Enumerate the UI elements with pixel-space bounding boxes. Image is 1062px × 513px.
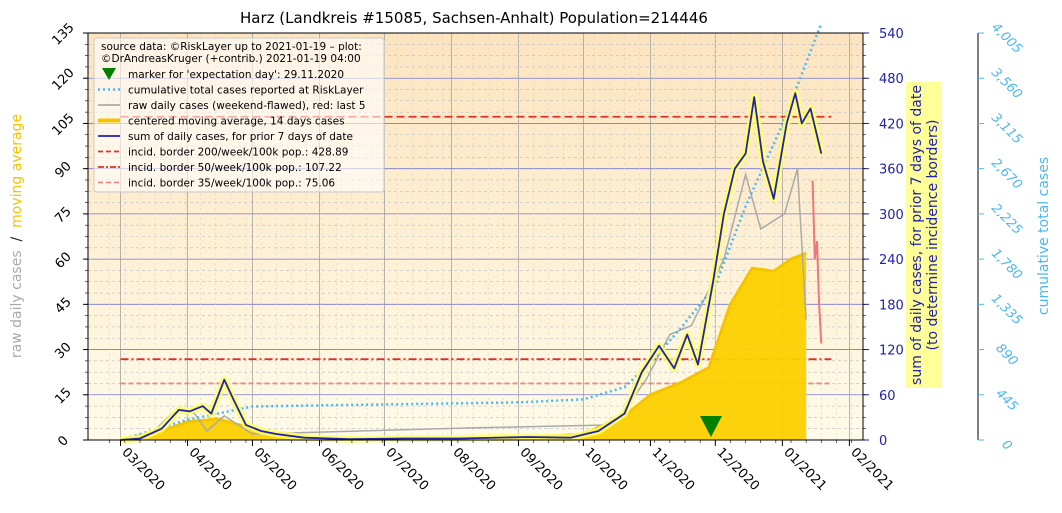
right-axis-tick-label: 360 [879, 163, 904, 178]
left-axis-label-part: / [9, 228, 25, 251]
right-axis-label-box: sum of daily cases, for prior 7 days of … [906, 82, 942, 388]
right-axis-tick-label: 420 [879, 117, 904, 132]
far-right-axis-tick-label: 2,670 [988, 156, 1025, 193]
x-axis-tick-label: 07/2020 [382, 445, 431, 494]
legend-box [93, 37, 385, 193]
left-axis-label-part: moving average [9, 114, 25, 228]
far-right-axis-tick-label: 4,005 [988, 20, 1025, 57]
left-axis-tick-label: 60 [52, 249, 74, 271]
right-axis-tick-label: 300 [879, 208, 904, 223]
right-axis-tick-label: 480 [879, 72, 904, 87]
legend-entry-label: centered moving average, 14 days cases [128, 116, 345, 128]
legend-entry-label: cumulative total cases reported at RiskL… [128, 85, 364, 97]
right-axis-tick-label: 180 [879, 298, 904, 313]
week-sum-line [120, 92, 823, 441]
right-axis: 0 60 120 180 240 300 360 420 480 540 [863, 27, 904, 449]
left-axis-tick-label: 120 [49, 66, 77, 94]
expectation-day-marker [699, 416, 722, 437]
far-right-axis-tick-label: 0 [998, 437, 1014, 453]
far-right-axis-tick-label: 3,115 [988, 111, 1025, 148]
x-axis-tick-label: 09/2020 [517, 445, 566, 494]
x-axis-tick-label: 02/2021 [847, 445, 896, 494]
far-right-axis-tick-label: 2,225 [988, 201, 1025, 238]
legend-entry-label: incid. border 200/week/100k pop.: 428.89 [128, 147, 348, 159]
far-right-axis-tick-label: 3,560 [988, 65, 1025, 102]
left-axis-tick-label: 0 [55, 433, 71, 449]
far-right-axis-tick-label: 1,335 [988, 291, 1025, 328]
left-axis-tick-label: 45 [52, 295, 74, 317]
right-axis-label-line1: sum of daily cases, for prior 7 days of … [909, 85, 925, 385]
far-right-axis-label: cumulative total cases [1036, 157, 1052, 315]
left-axis-tick-label: 30 [52, 340, 74, 362]
right-axis-tick-label: 120 [879, 344, 904, 359]
x-axis: 03/2020 04/2020 05/2020 06/2020 07/2020 08/20… [109, 440, 896, 494]
left-axis-tick-label: 90 [52, 159, 74, 181]
legend-source-line1: source data: ©RiskLayer up to 2021-01-19… [101, 41, 362, 53]
x-axis-tick-label: 11/2020 [648, 445, 697, 494]
legend-swatch-marker [102, 68, 116, 80]
legend-entry-label: incid. border 50/week/100k pop.: 107.22 [128, 162, 342, 174]
x-axis-tick-label: 03/2020 [119, 445, 168, 494]
far-right-axis-tick-label: 445 [992, 386, 1020, 414]
far-right-axis-tick-label: 890 [992, 341, 1020, 369]
left-axis-label-part: raw daily cases [9, 250, 25, 358]
legend-entry-label: incid. border 35/week/100k pop.: 75.06 [128, 178, 335, 190]
legend: source data: ©RiskLayer up to 2021-01-19… [93, 37, 385, 193]
raw-daily-line [150, 168, 807, 435]
x-axis-tick-label: 06/2020 [318, 445, 367, 494]
right-axis-tick-label: 540 [879, 27, 904, 42]
right-axis-tick-label: 0 [879, 434, 887, 449]
left-axis-label: raw daily cases / moving average [9, 114, 25, 358]
legend-entry-label: marker for 'expectation day': 29.11.2020 [128, 69, 344, 81]
left-axis-tick-label: 15 [52, 385, 74, 407]
right-axis-label-line2: (to determine incidence borders) [925, 120, 941, 351]
x-axis-tick-label: 10/2020 [581, 445, 630, 494]
left-axis-tick-label: 135 [49, 20, 77, 48]
far-right-axis: 0 445 890 1,335 1,780 2,225 2,670 3,115 3,560 4,0… [977, 20, 1025, 454]
x-axis-tick-label: 08/2020 [449, 445, 498, 494]
far-right-axis-tick-label: 1,780 [988, 246, 1025, 283]
x-axis-tick-label: 05/2020 [251, 445, 300, 494]
legend-entry-label: sum of daily cases, for prior 7 days of … [128, 131, 353, 143]
left-axis-tick-label: 105 [49, 111, 77, 139]
moving-average-area [120, 253, 807, 440]
x-axis-tick-label: 01/2021 [780, 445, 829, 494]
legend-entry-label: raw daily cases (weekend-flawed), red: l… [128, 100, 366, 112]
right-axis-tick-label: 60 [879, 389, 896, 404]
right-axis-tick-label: 240 [879, 253, 904, 268]
legend-entries: marker for 'expectation day': 29.11.2020… [98, 68, 366, 190]
legend-source-line2: ©DrAndreasKruger (+contrib.) 2021-01-19 … [101, 53, 361, 65]
x-axis-tick-label: 12/2020 [713, 445, 762, 494]
raw-daily-last5-line [811, 180, 823, 344]
left-axis-tick-label: 75 [52, 204, 74, 226]
chart-title: Harz (Landkreis #15085, Sachsen-Anhalt) … [240, 9, 708, 27]
cumulative-line [120, 22, 823, 442]
left-axis: 0 15 30 45 60 75 90 105 120 135 [49, 20, 88, 450]
series-layer [120, 22, 825, 444]
x-axis-tick-label: 04/2020 [186, 445, 235, 494]
